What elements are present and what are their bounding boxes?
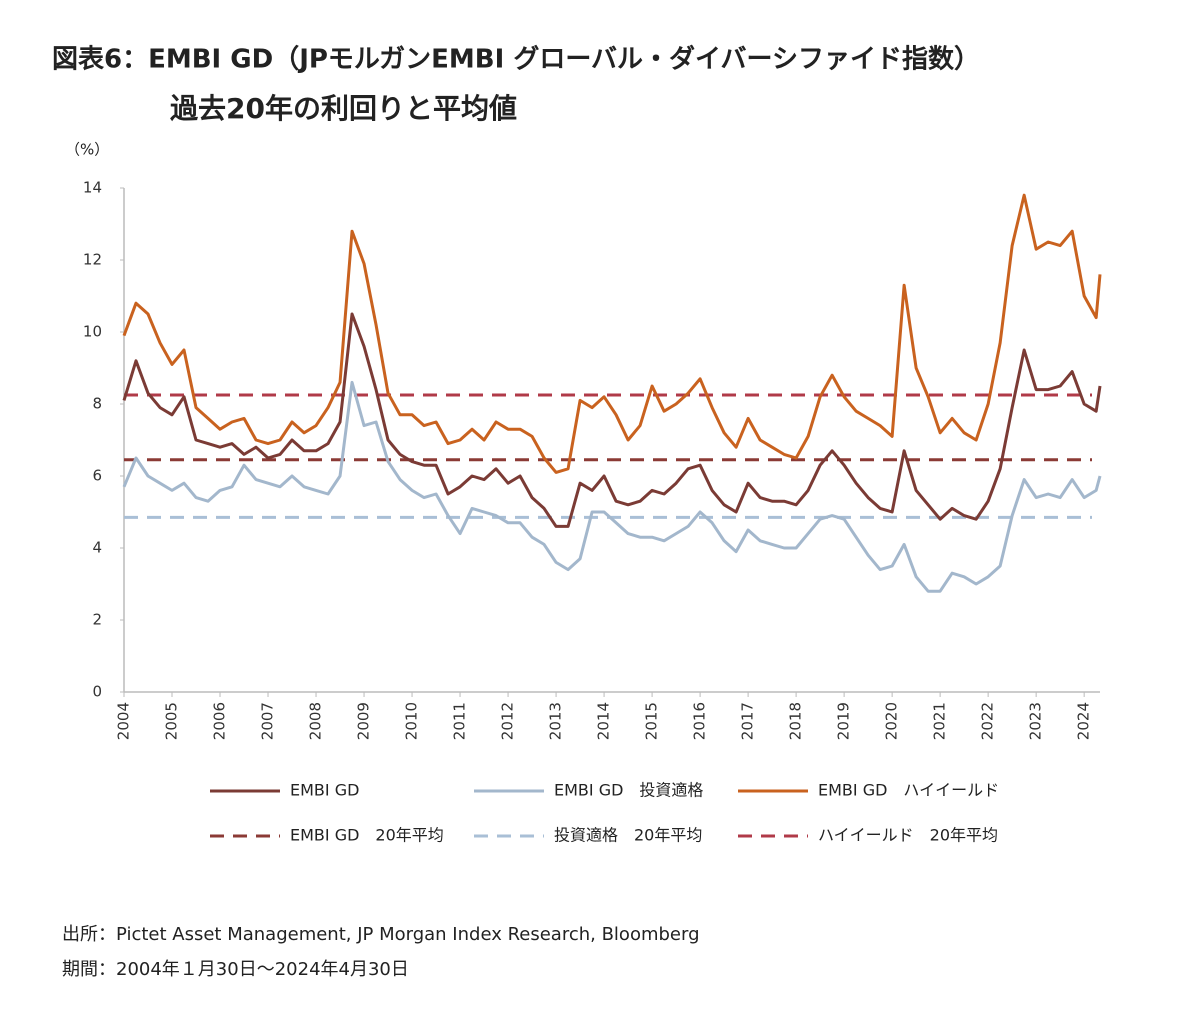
- legend-label: EMBI GD: [290, 781, 359, 800]
- x-tick-label: 2023: [1027, 702, 1045, 740]
- legend-label: 投資適格 20年平均: [554, 826, 702, 845]
- x-tick-label: 2011: [451, 702, 469, 740]
- chart-title: 図表6：EMBI GD（JPモルガンEMBI グローバル・ダイバーシファイド指数…: [52, 44, 980, 75]
- legend-label: ハイイールド 20年平均: [818, 826, 998, 845]
- x-tick-label: 2016: [691, 702, 709, 740]
- period-note: 期間：2004年１月30日～2024年4月30日: [62, 959, 409, 980]
- data-line: [122, 380, 1102, 593]
- x-tick-label: 2013: [547, 702, 565, 740]
- data-line: [122, 312, 1102, 528]
- x-tick-label: 2009: [355, 702, 373, 740]
- x-tick-label: 2007: [259, 702, 277, 740]
- y-tick-label: 2: [92, 611, 102, 629]
- source-note: 出所：Pictet Asset Management, JP Morgan In…: [62, 924, 700, 945]
- x-tick-label: 2005: [163, 702, 181, 740]
- y-tick-label: 0: [92, 683, 102, 701]
- y-tick-label: 4: [92, 539, 102, 557]
- x-tick-label: 2024: [1075, 702, 1093, 740]
- x-tick-label: 2022: [979, 702, 997, 740]
- x-tick-label: 2018: [787, 702, 805, 740]
- x-tick-label: 2015: [643, 702, 661, 740]
- x-tick-label: 2010: [403, 702, 421, 740]
- x-tick-label: 2014: [595, 702, 613, 740]
- y-tick-label: 6: [92, 467, 102, 485]
- x-tick-label: 2012: [499, 702, 517, 740]
- chart-subtitle: 過去20年の利回りと平均値: [170, 92, 517, 125]
- x-tick-label: 2004: [115, 702, 133, 740]
- y-tick-label: 14: [83, 179, 102, 197]
- x-tick-label: 2020: [883, 702, 901, 740]
- x-tick-label: 2019: [835, 702, 853, 740]
- y-tick-label: 8: [92, 395, 102, 413]
- legend-label: EMBI GD ハイイールド: [818, 781, 999, 800]
- x-tick-label: 2021: [931, 702, 949, 740]
- data-line: [122, 193, 1102, 474]
- x-tick-label: 2017: [739, 702, 757, 740]
- y-tick-label: 10: [83, 323, 102, 341]
- legend-label: EMBI GD 投資適格: [554, 781, 703, 800]
- y-unit: （%）: [65, 141, 109, 159]
- x-tick-label: 2008: [307, 702, 325, 740]
- y-tick-label: 12: [83, 251, 102, 269]
- legend-label: EMBI GD 20年平均: [290, 826, 444, 845]
- x-tick-label: 2006: [211, 702, 229, 740]
